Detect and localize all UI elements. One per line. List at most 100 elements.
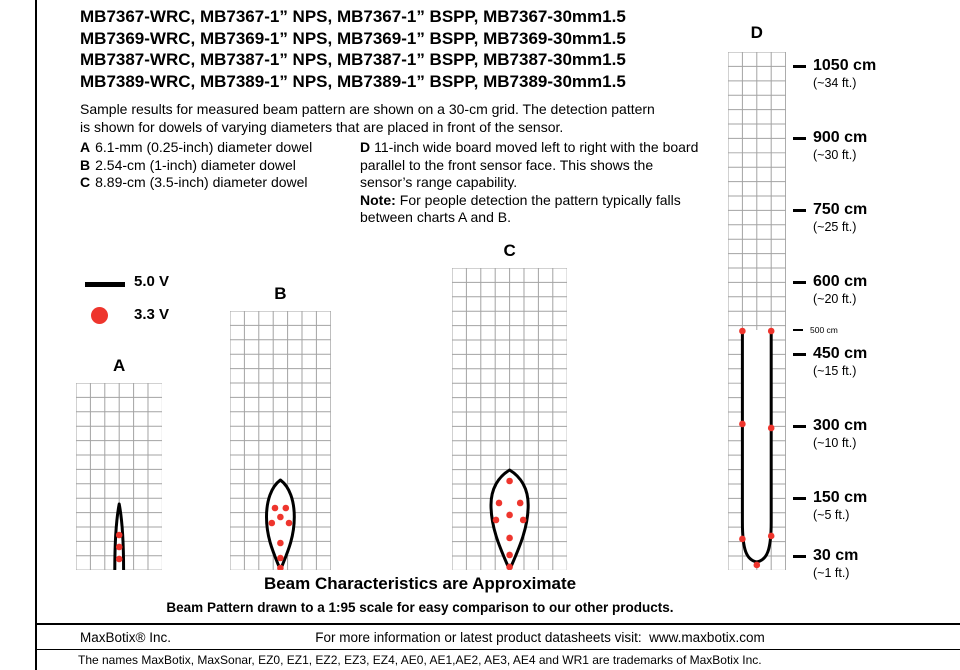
detection-dot: [506, 511, 513, 519]
detection-dot: [277, 513, 284, 521]
banner-subtitle: Beam Pattern drawn to a 1:95 scale for e…: [166, 600, 674, 615]
detection-dot: [495, 499, 503, 507]
board-test-paragraph: D 11-inch wide board moved left to right …: [360, 139, 702, 192]
detection-dot: [739, 535, 746, 543]
beam-chart-c: C: [452, 241, 568, 571]
detection-dot: [268, 519, 276, 527]
detection-dot: [739, 420, 746, 428]
dowel-item-key: C: [80, 174, 91, 191]
tick-label: 500 cm: [810, 325, 838, 335]
chart-label-d: D: [750, 23, 763, 42]
board-test-text: 11-inch wide board moved left to right w…: [360, 139, 699, 191]
tick-label: 1050 cm: [813, 57, 877, 74]
tick-dash: [793, 425, 806, 428]
detection-dot: [767, 424, 775, 432]
detection-dot: [271, 504, 279, 512]
banner-title: Beam Characteristics are Approximate: [263, 574, 577, 593]
dowel-item-text: 2.54-cm (1-inch) diameter dowel: [95, 156, 296, 173]
detection-dot: [492, 516, 500, 524]
legend-3v-label: 3.3 V: [134, 306, 170, 323]
detection-dot: [115, 555, 123, 563]
scale-tick-500cm: 500 cm: [793, 326, 838, 335]
legend-3v-dot-icon: [91, 307, 108, 324]
beam-grid-a: [76, 383, 163, 571]
scale-tick-150cm: 150 cm (~5 ft.): [793, 488, 867, 524]
dowel-item-key: B: [80, 156, 91, 173]
detection-dot: [753, 561, 761, 569]
tick-dash: [793, 137, 806, 140]
tick-dash: [793, 353, 806, 356]
dowel-item-a: A 6.1-mm (0.25-inch) diameter dowel: [80, 139, 312, 157]
detection-dot: [767, 327, 775, 335]
footer-company: MaxBotix® Inc.: [80, 630, 171, 645]
detection-dot: [506, 551, 513, 559]
detection-dot: [739, 327, 746, 335]
tick-label: 30 cm: [813, 546, 859, 564]
detection-dot: [519, 516, 527, 524]
product-models-header: MB7367-WRC, MB7367-1” NPS, MB7367-1” BSP…: [80, 6, 626, 92]
board-test-description: D 11-inch wide board moved left to right …: [360, 139, 702, 227]
note-label: Note:: [360, 191, 396, 208]
detection-dot: [506, 563, 513, 571]
detection-dot: [767, 532, 775, 540]
footer-trademarks: The names MaxBotix, MaxSonar, EZ0, EZ1, …: [78, 653, 762, 667]
scale-tick-30cm: 30 cm (~1 ft.): [793, 546, 858, 582]
tick-label: 750 cm: [813, 201, 868, 218]
beam-grid-c: [452, 268, 568, 571]
note-paragraph: Note: For people detection the pattern ty…: [360, 192, 702, 227]
beam-outline: [740, 329, 773, 564]
note-text: For people detection the pattern typical…: [360, 191, 681, 226]
detection-dot: [282, 504, 290, 512]
left-border-rule: [35, 0, 37, 670]
model-line: MB7369-WRC, MB7369-1” NPS, MB7369-1” BSP…: [80, 28, 626, 48]
legend-5v-line-icon: [85, 282, 125, 287]
tick-sub-label: (~20 ft.): [813, 292, 857, 306]
scale-tick-300cm: 300 cm (~10 ft.): [793, 416, 867, 452]
detection-dot: [516, 499, 524, 507]
tick-dash: [793, 65, 806, 68]
beam-grid-b: [230, 311, 331, 571]
tick-sub-label: (~25 ft.): [813, 220, 857, 234]
detection-dot: [115, 543, 123, 551]
tick-sub-label: (~10 ft.): [813, 436, 857, 450]
dowel-item-text: 8.89-cm (3.5-inch) diameter dowel: [95, 174, 308, 191]
tick-label: 150 cm: [813, 489, 868, 506]
tick-sub-label: (~34 ft.): [813, 76, 857, 90]
board-test-key: D: [360, 139, 371, 155]
beam-chart-d: D: [728, 23, 786, 571]
tick-sub-label: (~1 ft.): [813, 565, 850, 580]
tick-sub-label: (~15 ft.): [813, 364, 857, 378]
detection-dot: [506, 534, 513, 542]
scale-tick-1050cm: 1050 cm (~34 ft.): [793, 56, 876, 92]
detection-dot: [115, 531, 123, 539]
detection-dot: [277, 554, 284, 562]
tick-sub-label: (~5 ft.): [813, 508, 850, 522]
beam-chart-b: B: [230, 284, 331, 571]
detection-dot: [277, 539, 284, 547]
scale-tick-450cm: 450 cm (~15 ft.): [793, 344, 867, 380]
tick-label: 900 cm: [813, 129, 868, 146]
tick-dash: [793, 281, 806, 284]
legend-5v-label: 5.0 V: [134, 273, 170, 290]
dowel-legend-list: A 6.1-mm (0.25-inch) diameter dowel B 2.54…: [80, 139, 312, 192]
chart-label-b: B: [274, 284, 287, 303]
footer-info: For more information or latest product d…: [315, 630, 765, 645]
scale-tick-900cm: 900 cm (~30 ft.): [793, 128, 867, 164]
dowel-item-key: A: [80, 139, 91, 155]
tick-dash: [793, 497, 806, 500]
dowel-item-text: 6.1-mm (0.25-inch) diameter dowel: [95, 139, 313, 155]
model-line: MB7387-WRC, MB7387-1” NPS, MB7387-1” BSP…: [80, 50, 626, 69]
tick-dash: [793, 554, 806, 558]
beam-chart-a: A: [76, 356, 163, 571]
scale-tick-600cm: 600 cm (~20 ft.): [793, 272, 867, 308]
tick-dash: [793, 209, 806, 212]
description-intro: Sample results for measured beam pattern…: [80, 101, 655, 135]
detection-dot: [285, 519, 293, 527]
detection-dot: [506, 477, 513, 485]
beam-grid-d: [728, 52, 786, 571]
tick-dash: [793, 329, 803, 331]
tick-sub-label: (~30 ft.): [813, 148, 857, 162]
detection-dot: [277, 564, 284, 571]
chart-label-c: C: [503, 241, 516, 260]
